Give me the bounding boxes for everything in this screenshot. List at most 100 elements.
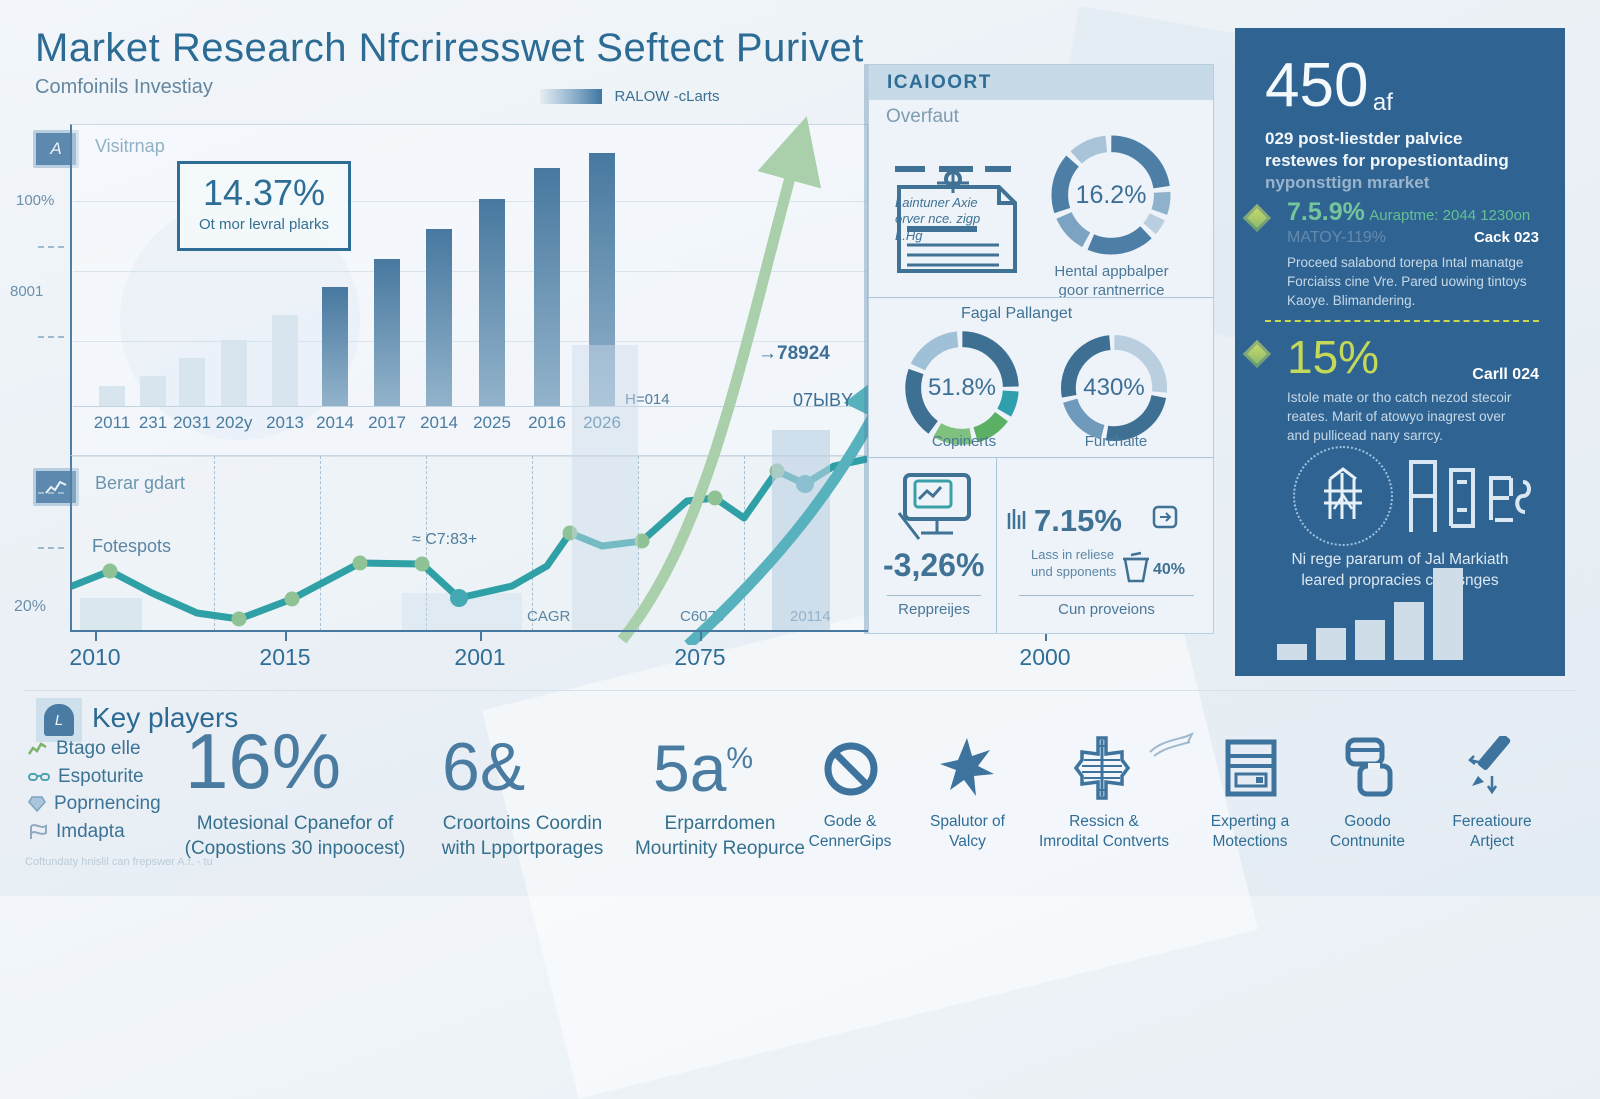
y-axis-dash: [38, 547, 64, 549]
donut-furchaite-caption: Furchaite: [1084, 433, 1148, 450]
icon-label: Spalutor of Valcy: [900, 812, 1035, 852]
caption-line: (Copostions 30 inpoocest): [184, 837, 406, 859]
mini-bar: [1316, 628, 1346, 660]
dashed-divider: [1265, 320, 1539, 322]
line-marker-green: [634, 533, 650, 549]
body-line: Forciaiss cine Vre. Pared uowing tintoys: [1287, 274, 1527, 290]
summary-side-panel: 450 af 029 post-liestder palvice restewe…: [1235, 28, 1565, 676]
donut-copinerts-caption: Copinerts: [931, 433, 997, 450]
caption-line: goor rantnerrice: [1058, 281, 1165, 299]
line-marker-teal: [450, 589, 468, 607]
dashed-gridline: [320, 456, 321, 631]
flag-icon: [30, 824, 47, 839]
caption-line: Ressicn &: [1069, 813, 1139, 830]
donut-segment: [1051, 135, 1171, 255]
donut-segment: [905, 331, 1019, 445]
section-divider: [869, 297, 1213, 298]
caption-line: Spalutor of: [930, 813, 1005, 830]
bar-x-label: 2025: [473, 413, 511, 432]
bar-y-tick-top: 100%: [16, 192, 55, 209]
body-line: Proceed salabond torepa Intal manatge: [1287, 255, 1524, 270]
line-marker-green: [562, 525, 578, 541]
arrow-secondary-label: 07ЫBY: [793, 390, 853, 410]
footer-stat-value: 5a%: [653, 730, 753, 806]
stat-number: 5a: [653, 731, 727, 805]
stat-sup: %: [726, 742, 754, 775]
item1-tag: Auraptme: 2044 1230on: [1369, 207, 1531, 224]
side-intro: 029 post-liestder palvice restewes for p…: [1265, 128, 1539, 194]
cell-divider: [996, 457, 997, 633]
line-marker-green: [352, 555, 368, 571]
item2-body: Istole mate or tho catch nezod stecoir r…: [1287, 388, 1539, 445]
bar-x-label: 2011: [93, 413, 131, 432]
icon-label: Goodo Contnunite: [1300, 812, 1435, 852]
report-header: ICAIOORT: [869, 65, 1213, 100]
line-marker-green: [231, 611, 247, 627]
report-subtitle: Overfaut: [886, 106, 959, 127]
donut-copinerts-ring: [905, 331, 1019, 445]
footer-divider: [24, 690, 1576, 691]
player-item: Imdapta: [28, 821, 125, 843]
footer-stat-caption: Croortoins Coordin with Lpportporages: [400, 812, 645, 861]
player-name: Imdapta: [56, 821, 125, 842]
bar-chart-label: Visitrnap: [95, 136, 165, 156]
bar-x-label: 2026: [583, 413, 621, 432]
arrow-value-label: →78924: [758, 343, 830, 364]
caption-line: Fereatioure: [1452, 813, 1532, 830]
no-symbol-icon: [824, 742, 878, 796]
side-item-2: 15% Carll 024 Istole mate or tho catch n…: [1287, 330, 1539, 445]
donut-segment: [1060, 334, 1168, 442]
trend-line: [72, 456, 867, 623]
item1-body: Proceed salabond torepa Intal manatge Fo…: [1287, 253, 1539, 310]
intro-line: restewes for propestiontading: [1265, 151, 1509, 171]
intro-line: nyponsttign mrarket: [1265, 173, 1430, 193]
intro-line: 029 post-liestder palvice: [1265, 129, 1463, 148]
donut-segment: [1060, 334, 1168, 442]
side-headline-suffix: af: [1372, 89, 1393, 117]
axis-year-label: 2000: [1019, 644, 1071, 670]
footer-stat-value: 16%: [185, 717, 342, 805]
caption-line: with Lpportporages: [441, 837, 604, 859]
donut-furchaite-ring: [1060, 334, 1168, 442]
line-callout: ≈ C7:83+: [412, 531, 478, 548]
line-marker-green: [284, 591, 300, 607]
item1-ref: Cack 023: [1473, 229, 1539, 246]
body-line: Kaoye. Blimandering.: [1287, 293, 1416, 309]
donut-overfaut-ring: [1051, 135, 1171, 255]
server-icon: [1225, 739, 1277, 797]
bar-x-label: 2017: [368, 413, 406, 432]
bar-x-label: 2014: [420, 413, 458, 432]
stat-reppreijes-value: -3,26%: [883, 547, 985, 583]
gem-icon: [28, 796, 46, 812]
donut-overfaut-value: 16.2%: [1075, 181, 1147, 209]
gridline: [73, 341, 866, 342]
axis-tick: [285, 632, 287, 641]
document-note-line: Laintuner Axie: [895, 195, 978, 210]
side-headline-value: 450: [1265, 51, 1369, 120]
line-chart-label: Berar gdart: [95, 473, 186, 493]
caption-line: Motesional Cpanefor of: [196, 813, 394, 834]
ghost-column: [572, 345, 638, 630]
caption-line: Artject: [1470, 833, 1514, 851]
caption-line: Contnunite: [1330, 833, 1405, 851]
caption-line: Croortoins Coordin: [442, 813, 603, 834]
mini-bar: [1277, 644, 1307, 660]
donut-segment: [905, 331, 1019, 445]
axis-year-label: 2015: [259, 644, 311, 670]
footer-stat-caption: Motesional Cpanefor of (Copostions 30 in…: [155, 812, 435, 861]
icon-label: Experting a Motections: [1175, 812, 1325, 852]
kpi-callout-value: 14.37%: [202, 172, 326, 213]
side-mini-bar-chart: [1277, 568, 1507, 660]
ornate-cross-icon: [1073, 736, 1131, 800]
stat-provisions-pct: 40%: [1153, 561, 1186, 578]
donut-segment: [1060, 334, 1168, 442]
donut-overfaut-caption: Hental appbalper goor rantnerrice: [1029, 263, 1194, 301]
caption-line: Motections: [1212, 833, 1288, 851]
document-icon: [895, 166, 1017, 273]
bar-x-label: 2013: [266, 413, 304, 432]
bar-x-label: 2014: [316, 413, 354, 432]
shield-icon: L: [44, 704, 74, 736]
kpi-callout-caption: Ot mor levral plarks: [198, 216, 330, 233]
dashed-gridline: [426, 456, 427, 631]
mini-line-icon: [45, 480, 67, 494]
